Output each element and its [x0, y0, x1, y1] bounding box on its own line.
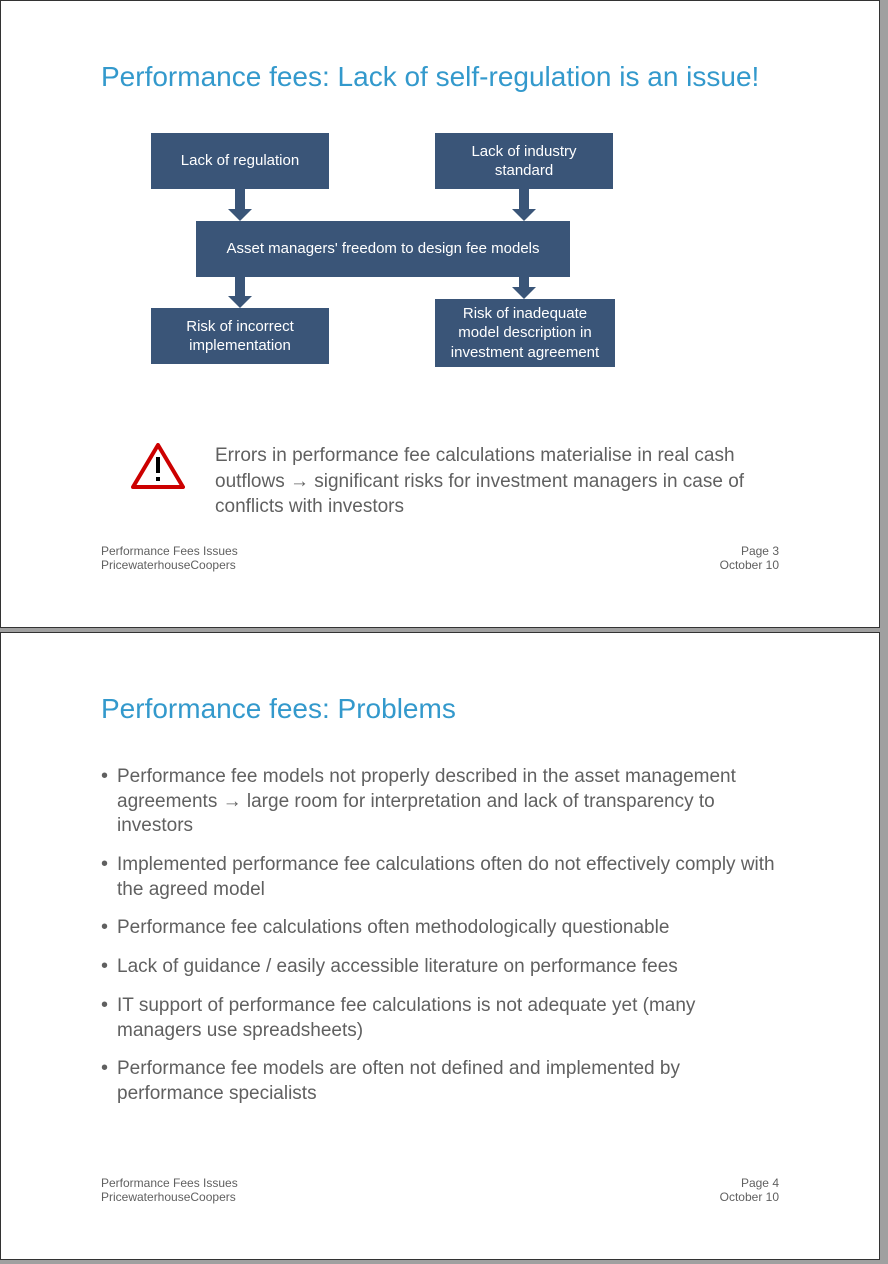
- footer-left: Performance Fees Issues PricewaterhouseC…: [101, 544, 238, 572]
- flowchart-node-n2: Lack of industry standard: [435, 133, 613, 189]
- footer-right: Page 4 October 10: [720, 1176, 779, 1204]
- bullet-item: Performance fee calculations often metho…: [101, 916, 779, 941]
- flowchart: Lack of regulation Lack of industry stand…: [141, 133, 701, 393]
- flowchart-arrowhead: [512, 287, 536, 299]
- flowchart-node-n3: Asset managers' freedom to design fee mo…: [196, 221, 570, 277]
- flowchart-arrowhead: [228, 209, 252, 221]
- footer-date: October 10: [720, 1190, 779, 1204]
- footer-company: PricewaterhouseCoopers: [101, 558, 238, 572]
- bullet-list: Performance fee models not properly desc…: [101, 765, 779, 1107]
- slide-title: Performance fees: Problems: [101, 693, 779, 725]
- slide-1: Performance fees: Lack of self-regulatio…: [0, 0, 880, 628]
- footer-page: Page 4: [720, 1176, 779, 1190]
- flowchart-node-n1: Lack of regulation: [151, 133, 329, 189]
- footer-doc-title: Performance Fees Issues: [101, 544, 238, 558]
- flowchart-node-n5: Risk of inadequate model description in …: [435, 299, 615, 367]
- warning-icon: [131, 443, 185, 494]
- footer-doc-title: Performance Fees Issues: [101, 1176, 238, 1190]
- bullet-item: IT support of performance fee calculatio…: [101, 994, 779, 1043]
- flowchart-arrow: [519, 277, 529, 287]
- slide-title: Performance fees: Lack of self-regulatio…: [101, 61, 779, 93]
- footer-left: Performance Fees Issues PricewaterhouseC…: [101, 1176, 238, 1204]
- flowchart-arrow: [235, 189, 245, 209]
- footer-page: Page 3: [720, 544, 779, 558]
- bullet-item: Implemented performance fee calculations…: [101, 853, 779, 902]
- footer-right: Page 3 October 10: [720, 544, 779, 572]
- footer-date: October 10: [720, 558, 779, 572]
- warning-row: Errors in performance fee calculations m…: [131, 443, 779, 520]
- flowchart-arrowhead: [512, 209, 536, 221]
- flowchart-arrow: [235, 277, 245, 296]
- slide-footer: Performance Fees Issues PricewaterhouseC…: [101, 544, 779, 572]
- flowchart-arrowhead: [228, 296, 252, 308]
- bullet-item: Performance fee models not properly desc…: [101, 765, 779, 839]
- flowchart-node-n4: Risk of incorrect implementation: [151, 308, 329, 364]
- bullet-item: Lack of guidance / easily accessible lit…: [101, 955, 779, 980]
- warning-text: Errors in performance fee calculations m…: [215, 443, 755, 520]
- slide-footer: Performance Fees Issues PricewaterhouseC…: [101, 1176, 779, 1204]
- flowchart-arrow: [519, 189, 529, 209]
- bullet-item: Performance fee models are often not def…: [101, 1057, 779, 1106]
- slide-2: Performance fees: Problems Performance f…: [0, 632, 880, 1260]
- footer-company: PricewaterhouseCoopers: [101, 1190, 238, 1204]
